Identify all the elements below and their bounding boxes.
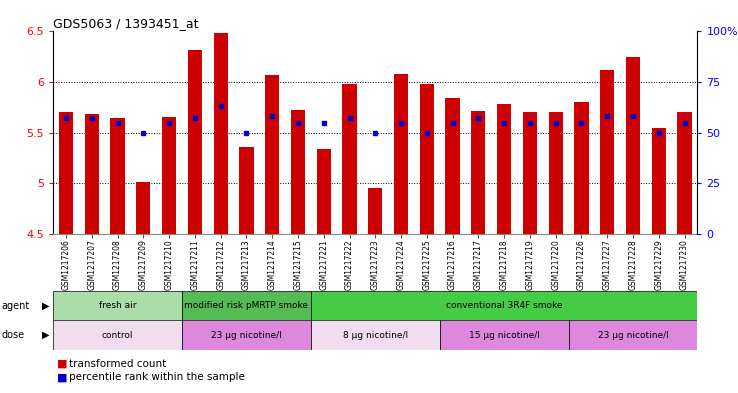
Bar (446, 98, 460, 234)
Bar (420, 84, 434, 234)
Bar (162, 118, 176, 234)
Bar (548, 112, 563, 234)
Bar (111, 118, 125, 234)
Bar (600, 70, 614, 234)
Bar (85, 114, 99, 234)
Text: agent: agent (1, 301, 30, 310)
Text: dose: dose (1, 330, 24, 340)
Bar (677, 112, 692, 234)
Text: ▶: ▶ (42, 301, 49, 310)
Bar (53, 291, 182, 320)
Bar (311, 291, 697, 320)
Bar (472, 111, 486, 234)
Text: ■: ■ (57, 358, 67, 369)
Bar (291, 110, 305, 234)
Bar (213, 33, 228, 234)
Bar (137, 182, 151, 234)
Text: GDS5063 / 1393451_at: GDS5063 / 1393451_at (53, 17, 199, 30)
Text: modified risk pMRTP smoke: modified risk pMRTP smoke (184, 301, 308, 310)
Text: ▶: ▶ (42, 330, 49, 340)
Bar (59, 112, 73, 234)
Bar (497, 104, 511, 234)
Text: control: control (102, 331, 134, 340)
Bar (187, 50, 202, 234)
Bar (182, 320, 311, 350)
Bar (440, 320, 568, 350)
Bar (652, 128, 666, 234)
Bar (568, 320, 697, 350)
Text: conventional 3R4F smoke: conventional 3R4F smoke (446, 301, 562, 310)
Text: percentile rank within the sample: percentile rank within the sample (69, 372, 245, 382)
Text: 23 µg nicotine/l: 23 µg nicotine/l (211, 331, 282, 340)
Bar (368, 188, 382, 234)
Bar (265, 75, 279, 234)
Text: 8 µg nicotine/l: 8 µg nicotine/l (342, 331, 408, 340)
Bar (574, 102, 588, 234)
Text: 23 µg nicotine/l: 23 µg nicotine/l (598, 331, 669, 340)
Bar (239, 147, 254, 234)
Text: fresh air: fresh air (99, 301, 137, 310)
Bar (342, 84, 356, 234)
Text: ■: ■ (57, 372, 67, 382)
Bar (182, 291, 311, 320)
Text: transformed count: transformed count (69, 358, 167, 369)
Text: 15 µg nicotine/l: 15 µg nicotine/l (469, 331, 539, 340)
Bar (53, 320, 182, 350)
Bar (311, 320, 440, 350)
Bar (394, 74, 408, 234)
Bar (523, 112, 537, 234)
Bar (317, 149, 331, 234)
Bar (626, 57, 640, 234)
